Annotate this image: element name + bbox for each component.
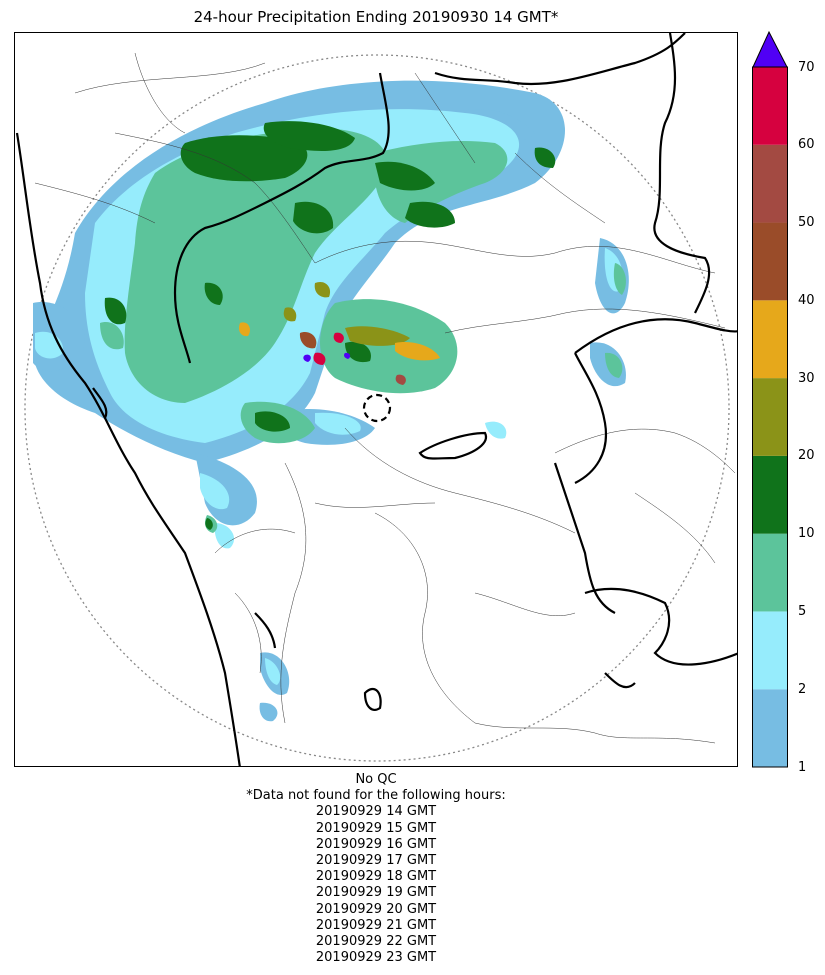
colorbar-bin — [752, 222, 788, 301]
colorbar-bin — [752, 378, 788, 456]
map-canvas — [15, 33, 737, 766]
colorbar-tick-label: 1 — [798, 759, 807, 775]
colorbar-tick-label: 40 — [798, 292, 815, 308]
colorbar-bin — [752, 300, 788, 379]
missing-hour-item: 20190929 23 GMT — [315, 950, 437, 966]
colorbar-tick-label: 20 — [798, 448, 815, 464]
district-boundaries — [34, 52, 736, 744]
missing-hours-list: 20190929 14 GMT 20190929 15 GMT 20190929 1… — [14, 804, 738, 966]
footnote: No QC *Data not found for the following … — [14, 772, 738, 966]
colorbar-bin — [752, 533, 788, 612]
colorbar-outline — [752, 66, 788, 768]
missing-hour-item: 20190929 15 GMT — [315, 820, 437, 836]
colorbar-tick-label: 10 — [798, 526, 815, 542]
colorbar-bin — [752, 144, 788, 223]
colorbar-bin — [752, 455, 788, 534]
missing-hour-item: 20190929 19 GMT — [315, 885, 437, 901]
colorbar-bin — [752, 67, 788, 145]
missing-hour-item: 20190929 14 GMT — [315, 804, 437, 820]
missing-hour-item: 20190929 18 GMT — [315, 869, 437, 885]
missing-hour-item: 20190929 20 GMT — [315, 901, 437, 917]
colorbar — [752, 30, 788, 768]
map-title: 24-hour Precipitation Ending 20190930 14… — [193, 8, 559, 26]
state-boundaries — [15, 33, 737, 766]
colorbar-tick-label: 50 — [798, 215, 815, 231]
colorbar-tick-label: 5 — [798, 603, 807, 619]
missing-hour-item: 20190929 22 GMT — [315, 934, 437, 950]
radar-site-marker — [362, 393, 392, 423]
precip-10-20mm — [104, 121, 556, 530]
missing-hour-item: 20190929 21 GMT — [315, 917, 437, 933]
colorbar-bin — [752, 611, 788, 690]
colorbar-bin — [752, 689, 788, 767]
colorbar-over-arrow — [752, 30, 788, 68]
qc-note: No QC — [355, 772, 397, 787]
precipitation-map[interactable] — [14, 32, 738, 767]
missing-hour-item: 20190929 16 GMT — [315, 836, 437, 852]
colorbar-tick-label: 2 — [798, 681, 807, 697]
missing-data-note: *Data not found for the following hours: — [246, 788, 506, 804]
missing-hour-item: 20190929 17 GMT — [315, 853, 437, 869]
colorbar-tick-label: 30 — [798, 370, 815, 386]
colorbar-tick-label: 60 — [798, 137, 815, 153]
colorbar-tick-label: 70 — [798, 59, 815, 75]
precip-20-70mm — [238, 281, 440, 385]
radar-range-ring — [24, 54, 730, 762]
